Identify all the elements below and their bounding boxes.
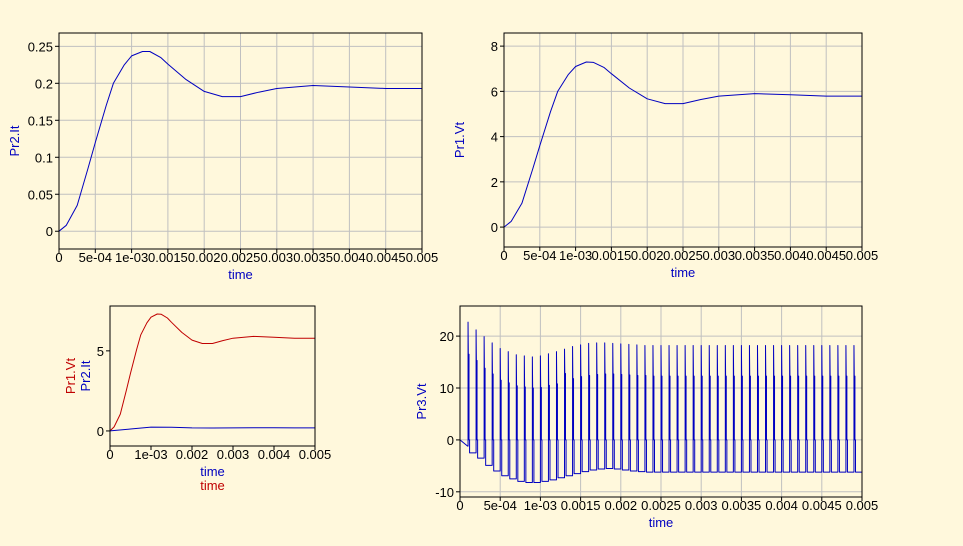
x-tick-label: 0.003 — [703, 248, 736, 263]
x-tick-label: 5e-04 — [484, 498, 517, 513]
x-tick-label: 0.002 — [605, 498, 638, 513]
x-tick-label: 0.004 — [333, 250, 366, 265]
x-tick-label: 0.005 — [846, 498, 879, 513]
x-axis-label: time — [228, 267, 253, 282]
x-axis-label-2: time — [200, 478, 225, 493]
y-tick-label: 10 — [440, 381, 454, 396]
y-tick-label: 0.2 — [35, 76, 53, 91]
plot-3: 0 1e-03 0.002 0.003 0.004 0.005 0 5 time Pr2.It ti… — [63, 305, 332, 493]
y-tick-label: 2 — [491, 175, 498, 190]
y-tick-label: 0.1 — [35, 150, 53, 165]
y-tick-label: -10 — [435, 485, 454, 500]
x-tick-label: 0.0035 — [722, 498, 762, 513]
x-tick-label: 0 — [456, 498, 463, 513]
y-tick-label: 8 — [491, 39, 498, 54]
series-line-pr2-it — [58, 51, 422, 232]
x-tick-label: 0.002 — [176, 447, 209, 462]
x-tick-label: 0.003 — [261, 250, 294, 265]
plot-area — [110, 306, 315, 446]
x-tick-label: 0.0045 — [802, 498, 842, 513]
x-tick-label: 0.0025 — [641, 498, 681, 513]
y-tick-label: 0.25 — [28, 39, 53, 54]
y-axis-label: Pr1.Vt — [452, 122, 467, 159]
x-tick-label: 1e-03 — [115, 250, 148, 265]
x-tick-label: 0.0015 — [148, 250, 188, 265]
x-tick-label: 0.002 — [631, 248, 664, 263]
x-tick-label: 1e-03 — [134, 447, 167, 462]
series-line-pr1-vt — [109, 313, 315, 432]
y-tick-label: 0.15 — [28, 113, 53, 128]
series-line-pr2-it — [109, 426, 315, 432]
y-axis-label: Pr2.It — [78, 360, 93, 391]
y-axis-label-2: Pr1.Vt — [63, 358, 78, 395]
x-tick-label: 0 — [106, 447, 113, 462]
x-tick-label: 0.0025 — [221, 250, 261, 265]
y-axis-label: Pr3.Vt — [414, 383, 429, 420]
x-tick-label: 0.0035 — [735, 248, 775, 263]
x-tick-label: 0.0035 — [293, 250, 333, 265]
series-line-pr1-vt — [503, 61, 862, 228]
x-tick-label: 0.005 — [846, 248, 879, 263]
y-axis-label: Pr2.It — [7, 125, 22, 156]
x-tick-label: 1e-03 — [559, 248, 592, 263]
series-line-pr3-vt — [459, 321, 863, 483]
x-tick-label: 0.005 — [299, 447, 332, 462]
x-tick-label: 1e-03 — [524, 498, 557, 513]
y-tick-label: 0 — [491, 220, 498, 235]
y-tick-label: 0 — [447, 433, 454, 448]
x-tick-label: 5e-04 — [79, 250, 112, 265]
plot-frame — [459, 305, 863, 498]
x-tick-label: 0.0045 — [366, 250, 406, 265]
x-tick-label: 0.002 — [188, 250, 221, 265]
y-tick-label: 5 — [97, 344, 104, 359]
x-tick-label: 0.005 — [406, 250, 439, 265]
y-tick-label: 4 — [491, 130, 498, 145]
y-tick-label: 0.05 — [28, 187, 53, 202]
y-tick-label: 0 — [97, 424, 104, 439]
x-axis-label: time — [200, 464, 225, 479]
plot-2: 0 5e-04 1e-03 0.0015 0.002 0.0025 0.003 0.0035 0… — [452, 32, 879, 280]
plot-frame — [109, 305, 316, 447]
x-tick-label: 0.0025 — [663, 248, 703, 263]
x-tick-label: 0.0015 — [561, 498, 601, 513]
plot-frame — [58, 32, 423, 250]
x-axis-label: time — [649, 515, 674, 530]
x-tick-label: 0.003 — [685, 498, 718, 513]
x-tick-label: 0.004 — [765, 498, 798, 513]
plot-4: 0 5e-04 1e-03 0.0015 0.002 0.0025 0.003 0.0035 0… — [414, 305, 879, 530]
plot-frame — [503, 32, 863, 248]
x-tick-label: 0.0045 — [806, 248, 846, 263]
x-axis-label: time — [671, 265, 696, 280]
x-tick-label: 0.0015 — [592, 248, 632, 263]
x-tick-label: 0.003 — [217, 447, 250, 462]
y-tick-label: 6 — [491, 84, 498, 99]
x-tick-label: 0 — [55, 250, 62, 265]
y-tick-label: 0 — [46, 224, 53, 239]
x-tick-label: 0.004 — [774, 248, 807, 263]
x-tick-label: 0 — [500, 248, 507, 263]
x-tick-label: 0.004 — [258, 447, 291, 462]
y-tick-label: 20 — [440, 329, 454, 344]
plot-1: 0 5e-04 1e-03 0.0015 0.002 0.0025 0.003 0.0035 0… — [7, 32, 439, 282]
x-tick-label: 5e-04 — [523, 248, 556, 263]
